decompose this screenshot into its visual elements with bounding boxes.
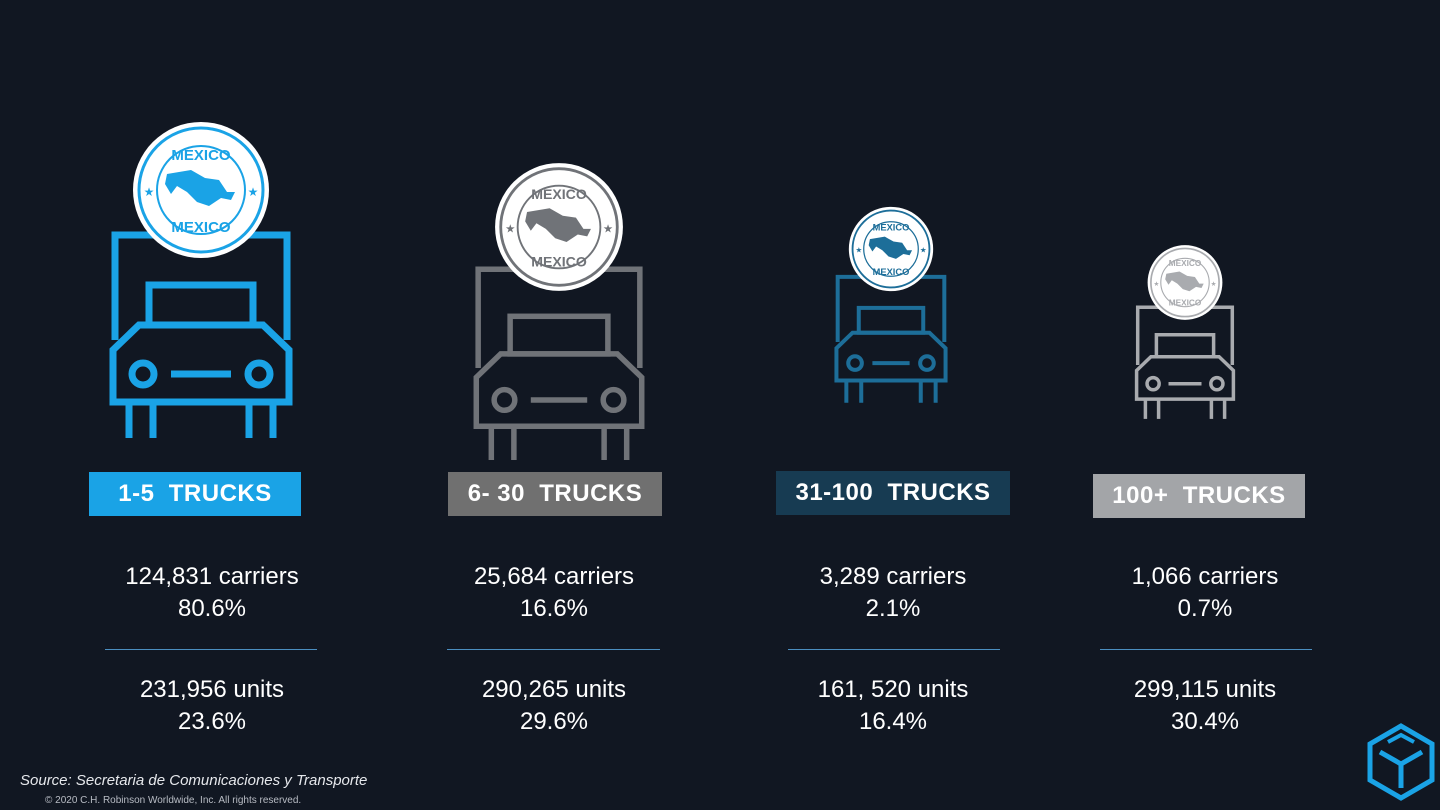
mexico-seal-icon: MEXICO MEXICO ★ ★ [848,206,934,292]
source-note: Source: Secretaria de Comunicaciones y T… [20,772,368,789]
divider [788,649,1000,650]
copyright-note: © 2020 C.H. Robinson Worldwide, Inc. All… [45,795,302,806]
seal-text-bottom: MEXICO [1169,299,1202,308]
divider [447,649,660,650]
truck-icon: MEXICO MEXICO ★ ★ [1134,245,1236,419]
mexico-seal-icon: MEXICO MEXICO ★ ★ [133,122,269,258]
map-glyph [1165,271,1204,292]
seal-text-bottom: MEXICO [171,219,231,236]
star-icon: ★ [1211,280,1217,288]
segment-badge: 100+ TRUCKS [1093,474,1305,518]
map-glyph [525,208,591,243]
carriers-percent: 0.7% [1177,595,1233,622]
seal-text-top: MEXICO [873,222,910,232]
carriers-percent: 16.6% [519,595,589,622]
segment-badge: 1-5 TRUCKS [89,472,301,516]
units-percent: 30.4% [1170,708,1240,735]
segment-1-5: MEXICO MEXICO ★ ★ 1-5 TRUCKS 124,831 carrie… [62,0,362,740]
star-icon: ★ [855,246,862,255]
units-count: 290,265 units [481,676,627,703]
segment-6-30: MEXICO MEXICO ★ ★ 6- 30 TRUCKS 25,684 carri… [404,0,704,740]
seal-text-top: MEXICO [171,147,231,164]
seal-text-bottom: MEXICO [873,267,910,277]
truck-icon: MEXICO MEXICO ★ ★ [834,206,948,403]
divider [1100,649,1312,650]
units-count: 299,115 units [1133,676,1277,703]
star-icon: ★ [1153,280,1159,288]
chrobinson-cube-logo [1367,723,1435,801]
seal-text-top: MEXICO [531,186,587,202]
mexico-seal-icon: MEXICO MEXICO ★ ★ [1147,245,1223,320]
units-count: 231,956 units [139,676,285,703]
map-glyph [868,236,913,259]
seal-text-top: MEXICO [1169,259,1202,268]
carriers-count: 3,289 carriers [819,563,967,590]
units-percent: 29.6% [519,708,589,735]
segment-badge: 31-100 TRUCKS [776,471,1010,515]
star-icon: ★ [920,246,927,255]
truck-icon: MEXICO MEXICO ★ ★ [473,163,645,460]
carriers-count: 25,684 carriers [473,563,635,590]
star-icon: ★ [603,224,613,236]
units-count: 161, 520 units [817,676,969,703]
carriers-percent: 80.6% [177,595,247,622]
segment-31-100: MEXICO MEXICO ★ ★ 31-100 TRUCKS 3,289 carri… [743,0,1043,740]
carriers-count: 124,831 carriers [125,563,299,590]
star-icon: ★ [505,224,515,236]
star-icon: ★ [144,185,155,199]
mexico-seal-icon: MEXICO MEXICO ★ ★ [495,163,623,291]
star-icon: ★ [248,185,259,199]
carriers-percent: 2.1% [865,595,921,622]
seal-text-bottom: MEXICO [531,253,587,269]
carriers-count: 1,066 carriers [1131,563,1279,590]
map-glyph [165,170,235,206]
segment-100-plus: MEXICO MEXICO ★ ★ 100+ TRUCKS 1,066 carrier… [1055,0,1355,740]
units-percent: 23.6% [177,708,247,735]
units-percent: 16.4% [858,708,928,735]
divider [105,649,317,650]
segment-badge: 6- 30 TRUCKS [448,472,662,516]
truck-icon: MEXICO MEXICO ★ ★ [109,122,293,438]
